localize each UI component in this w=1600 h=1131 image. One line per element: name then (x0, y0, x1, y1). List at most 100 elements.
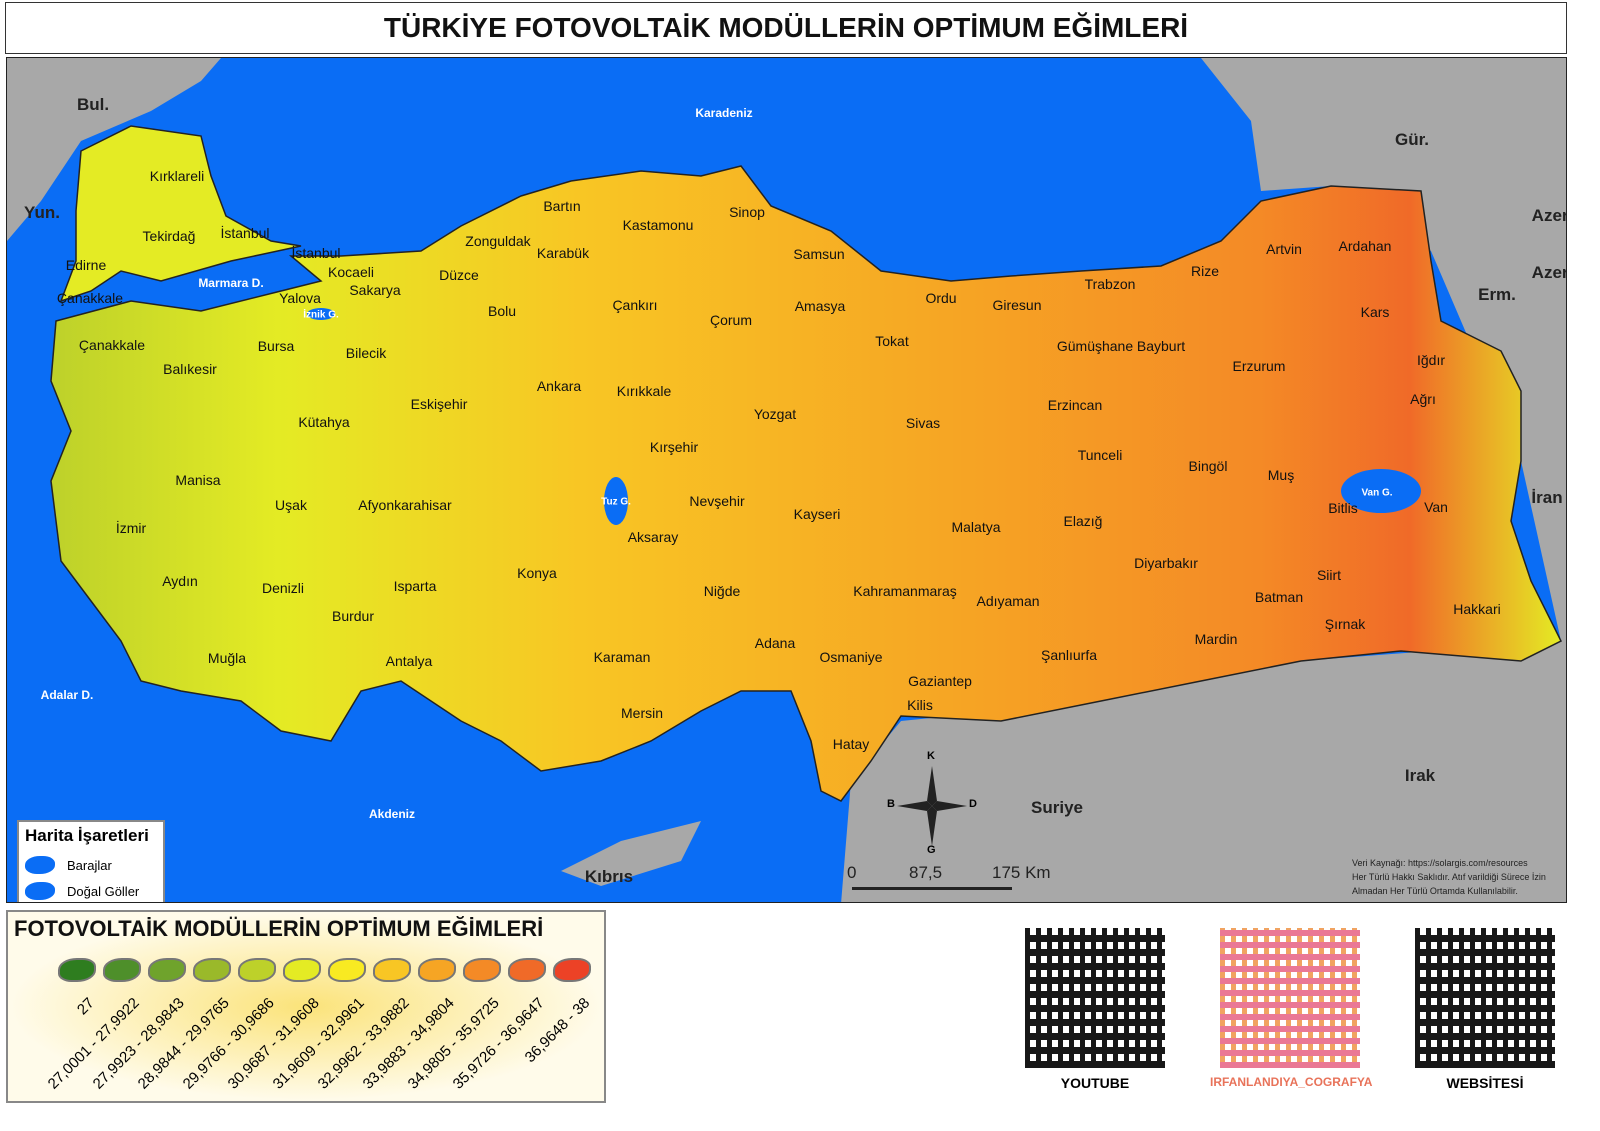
province-label[interactable]: Sivas (905, 415, 941, 431)
province-label[interactable]: Sakarya (349, 282, 401, 298)
province-label[interactable]: Amasya (794, 298, 846, 314)
province-label[interactable]: Van (1424, 499, 1448, 515)
province-label[interactable]: Nevşehir (689, 493, 745, 509)
province-label[interactable]: Uşak (275, 497, 307, 513)
province-label[interactable]: Ordu (925, 290, 957, 306)
province-label[interactable]: İstanbul (291, 245, 341, 261)
province-label[interactable]: Ağrı (1410, 391, 1436, 407)
province-label[interactable]: Trabzon (1084, 276, 1136, 292)
province-label[interactable]: Denizli (261, 580, 305, 596)
province-label[interactable]: Aksaray (627, 529, 679, 545)
province-label[interactable]: Çanakkale (78, 337, 146, 353)
qr-code-youtube[interactable] (1025, 928, 1165, 1068)
province-label[interactable]: Tekirdağ (142, 228, 196, 244)
province-label[interactable]: Bitlis (1328, 500, 1358, 516)
province-label[interactable]: Kastamonu (622, 217, 694, 233)
province-label[interactable]: Şırnak (1324, 616, 1366, 632)
province-label[interactable]: Sinop (729, 204, 765, 220)
province-label[interactable]: Düzce (439, 267, 479, 283)
country-label: Azer. (1531, 263, 1566, 282)
province-label[interactable]: Iğdır (1416, 352, 1446, 368)
province-label[interactable]: Malatya (951, 519, 1001, 535)
province-label[interactable]: Bartın (543, 198, 581, 214)
province-label[interactable]: Kütahya (298, 414, 350, 430)
province-label[interactable]: Çankırı (612, 297, 658, 313)
scale-end: 175 Km (992, 863, 1051, 882)
province-label[interactable]: Mardin (1194, 631, 1238, 647)
compass-n: K (927, 750, 935, 762)
province-label[interactable]: Edirne (65, 257, 107, 273)
province-label[interactable]: Isparta (393, 578, 437, 594)
province-label[interactable]: Tokat (875, 333, 909, 349)
province-label[interactable]: Erzurum (1232, 358, 1286, 374)
lake-iznik (307, 308, 335, 320)
province-label[interactable]: Niğde (703, 583, 741, 599)
province-label[interactable]: Karaman (593, 649, 651, 665)
map-canvas[interactable]: Karadeniz Marmara D. Akdeniz Adalar D. Tuz G… (6, 57, 1567, 903)
province-label[interactable]: Şanlıurfa (1040, 647, 1098, 663)
province-label[interactable]: Kilis (907, 697, 933, 713)
province-label[interactable]: Tunceli (1077, 447, 1123, 463)
province-label[interactable]: Kars (1360, 304, 1390, 320)
province-label[interactable]: Ankara (536, 378, 582, 394)
province-label[interactable]: Karabük (536, 245, 590, 261)
province-label[interactable]: Mersin (620, 705, 664, 721)
province-label[interactable]: Siirt (1316, 567, 1342, 583)
province-label[interactable]: Adana (754, 635, 796, 651)
province-label[interactable]: Artvin (1266, 241, 1302, 257)
province-label[interactable]: Gaziantep (908, 673, 972, 689)
province-label[interactable]: Bolu (487, 303, 517, 319)
province-label[interactable]: Balıkesir (163, 361, 217, 377)
province-label[interactable]: Yozgat (753, 406, 797, 422)
country-label: Suriye (1031, 798, 1083, 817)
province-label[interactable]: Hatay (832, 736, 870, 752)
province-label[interactable]: Manisa (175, 472, 221, 488)
province-label[interactable]: Zonguldak (465, 233, 531, 249)
province-label[interactable]: Ardahan (1338, 238, 1392, 254)
qr-code-irfanlandiya_cografya[interactable] (1220, 928, 1360, 1068)
province-label[interactable]: Bursa (257, 338, 295, 354)
qr-code-websi̇tesi̇[interactable] (1415, 928, 1555, 1068)
province-label[interactable]: Bilecik (345, 345, 387, 361)
province-label[interactable]: Elazığ (1063, 513, 1103, 529)
class-label: 27 (74, 994, 99, 1019)
province-label[interactable]: Rize (1190, 263, 1220, 279)
province-label[interactable]: Konya (517, 565, 557, 581)
province-label[interactable]: Kırklareli (149, 168, 205, 184)
province-label[interactable]: İstanbul (220, 225, 270, 241)
province-label[interactable]: Yalova (279, 290, 321, 306)
class-swatch (148, 958, 186, 982)
province-label[interactable]: Bayburt (1136, 338, 1186, 354)
province-label[interactable]: Eskişehir (410, 396, 468, 412)
province-label[interactable]: Erzincan (1047, 397, 1103, 413)
province-label[interactable]: Gümüşhane (1056, 338, 1134, 354)
country-label: Irak (1404, 766, 1436, 785)
province-label[interactable]: Osmaniye (819, 649, 883, 665)
province-label[interactable]: Çorum (709, 312, 753, 328)
province-label[interactable]: Samsun (793, 246, 845, 262)
province-label[interactable]: Afyonkarahisar (358, 497, 452, 513)
province-label[interactable]: Kırşehir (649, 439, 699, 455)
province-label[interactable]: Muş (1267, 467, 1295, 483)
province-label[interactable]: Kırıkkale (616, 383, 672, 399)
province-label[interactable]: Bingöl (1188, 458, 1228, 474)
province-label[interactable]: Giresun (992, 297, 1042, 313)
province-label[interactable]: Aydın (162, 573, 198, 589)
province-label[interactable]: Diyarbakır (1134, 555, 1198, 571)
province-label[interactable]: Kayseri (793, 506, 841, 522)
sea-label: Karadeniz (695, 106, 753, 120)
province-label[interactable]: Kahramanmaraş (853, 583, 957, 599)
province-label[interactable]: Adıyaman (976, 593, 1040, 609)
scale-start: 0 (847, 863, 857, 882)
province-label[interactable]: Muğla (207, 650, 247, 666)
class-swatch (238, 958, 276, 982)
province-label[interactable]: İzmir (115, 520, 147, 536)
province-label[interactable]: Kocaeli (328, 264, 374, 280)
province-label[interactable]: Çanakkale (56, 290, 124, 306)
province-label[interactable]: Hakkari (1453, 601, 1501, 617)
province-label[interactable]: Antalya (385, 653, 433, 669)
compass-e: D (969, 798, 977, 810)
province-label[interactable]: Batman (1254, 589, 1304, 605)
province-label[interactable]: Burdur (331, 608, 375, 624)
class-swatch (508, 958, 546, 982)
